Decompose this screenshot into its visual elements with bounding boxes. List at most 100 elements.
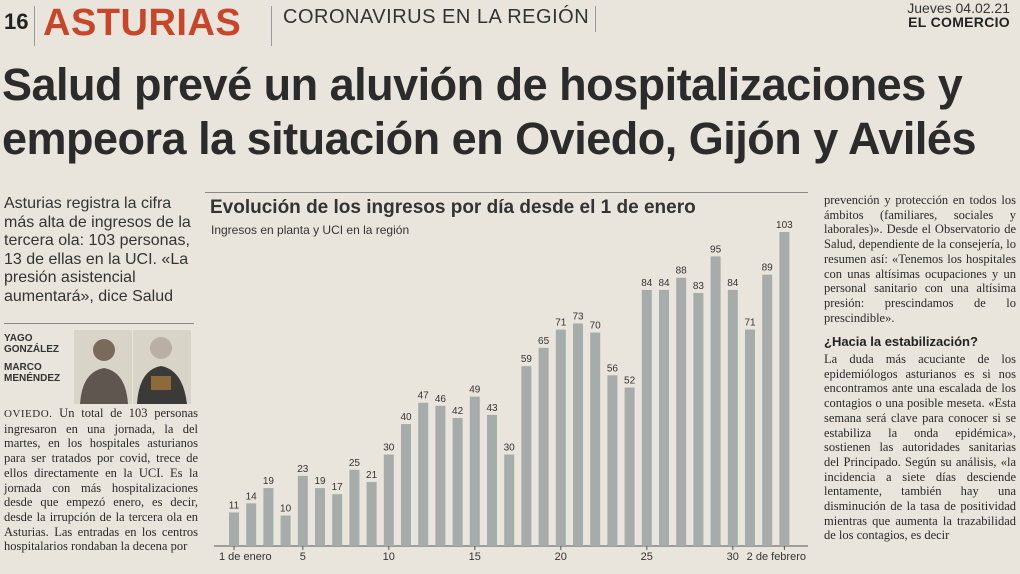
bar-value-label: 10: [280, 504, 292, 515]
bar-value-label: 84: [658, 278, 670, 289]
x-tick-label: 15: [469, 551, 481, 563]
bar: [383, 454, 394, 546]
bar: [555, 329, 566, 546]
bar: [297, 475, 308, 546]
bar: [590, 332, 601, 546]
bar: [401, 424, 411, 546]
bar: [435, 405, 446, 546]
bar-value-label: 11: [229, 500, 240, 511]
bar-value-label: 56: [607, 363, 619, 374]
lead-divider: [4, 323, 194, 324]
bar-value-label: 71: [744, 318, 756, 329]
author-1-last: GONZÁLEZ: [4, 344, 59, 355]
body-paragraph: prevención y protección en todos los ámb…: [824, 193, 1016, 325]
bar: [418, 402, 429, 546]
bar: [676, 277, 687, 546]
x-tick-label: 30: [727, 551, 739, 563]
page-number: 16: [4, 9, 29, 34]
x-tick-label: 20: [555, 551, 567, 563]
bar-value-label: 70: [590, 321, 602, 332]
subsection-title: CORONAVIRUS EN LA REGIÓN: [283, 6, 590, 28]
bar-value-label: 47: [418, 391, 430, 402]
bar-value-label: 17: [332, 482, 344, 493]
bar-value-label: 84: [641, 278, 653, 289]
bar: [487, 414, 497, 546]
bar-value-label: 21: [366, 470, 378, 481]
bar: [452, 417, 463, 546]
bar: [521, 366, 532, 546]
bar-value-label: 19: [263, 476, 275, 487]
bar-value-label: 43: [486, 403, 498, 414]
chart-subtitle: Ingresos en planta y UCI en la región: [211, 223, 410, 237]
bar: [693, 292, 704, 546]
bar-value-label: 83: [693, 281, 705, 292]
bar-value-label: 30: [504, 443, 516, 454]
section-subhead: ¿Hacia la estabilización?: [824, 334, 978, 350]
bar-value-label: 46: [435, 394, 447, 405]
author-2-first: MARCO: [4, 362, 42, 373]
bar: [727, 289, 738, 546]
bar-value-label: 95: [710, 244, 722, 255]
bar-value-label: 40: [400, 412, 412, 423]
header-divider: [595, 6, 596, 32]
article-body-right: prevención y protección en todos los ámb…: [824, 193, 1016, 543]
bar: [659, 289, 669, 546]
issue-date: Jueves 04.02.21: [907, 0, 1010, 16]
section-title: ASTURIAS: [43, 2, 242, 44]
headline-line-2: empeora la situación en Oviedo, Gijón y …: [2, 113, 976, 164]
bar-value-label: 65: [538, 336, 550, 347]
x-tick-label: 5: [300, 551, 306, 563]
author-2-last: MENÉNDEZ: [4, 373, 61, 384]
bar: [624, 387, 635, 546]
bar-value-label: 30: [383, 443, 395, 454]
bar: [762, 274, 773, 546]
bar-value-label: 25: [349, 458, 361, 469]
author-1-first: YAGO: [4, 333, 33, 344]
chart-top-rule: [205, 192, 808, 193]
bar: [315, 488, 325, 546]
bar-value-label: 14: [246, 491, 258, 502]
author-photo: [133, 330, 191, 404]
x-tick-label: 10: [383, 551, 395, 563]
author-photo: [74, 330, 132, 404]
bar: [745, 329, 755, 546]
bar: [280, 515, 291, 546]
newspaper-name: EL COMERCIO: [908, 14, 1010, 30]
bar: [538, 347, 549, 546]
bar-value-label: 59: [521, 354, 533, 365]
bar-value-label: 71: [555, 318, 567, 329]
bar-value-label: 23: [297, 464, 309, 475]
bar: [573, 323, 583, 546]
x-tick-label: 25: [641, 551, 653, 563]
bar-value-label: 73: [572, 311, 584, 322]
bar: [366, 481, 377, 546]
chart-title: Evolución de los ingresos por día desde …: [210, 197, 696, 218]
bar: [641, 289, 652, 546]
bar: [607, 375, 618, 546]
bar-value-label: 49: [469, 385, 481, 396]
x-tick-label: 1 de enero: [219, 551, 272, 563]
bar-value-label: 42: [452, 406, 464, 417]
bar: [349, 469, 360, 546]
bar-value-label: 84: [727, 278, 739, 289]
body-text: Un total de 103 personas ingresaron en u…: [4, 406, 198, 554]
bar: [469, 396, 480, 546]
bar-value-label: 52: [624, 375, 636, 386]
bar: [246, 503, 257, 546]
byline: YAGO GONZÁLEZ MARCO MENÉNDEZ: [4, 333, 60, 384]
bar: [710, 256, 721, 546]
bar-value-label: 103: [776, 220, 793, 231]
article-body-left: OVIEDO. Un total de 103 personas ingresa…: [4, 406, 198, 554]
lead-paragraph: Asturias registra la cifra más alta de i…: [4, 195, 191, 305]
headline: Salud prevé un aluvión de hospitalizacio…: [0, 58, 1020, 166]
bar: [332, 494, 343, 546]
bar: [263, 488, 274, 546]
bar: [504, 454, 515, 546]
bar-value-label: 89: [762, 263, 774, 274]
bar: [779, 232, 790, 546]
body-paragraph: La duda más acuciante de los epidemiólog…: [824, 352, 1016, 543]
bar: [229, 512, 239, 546]
x-tick-label: 2 de febrero: [747, 551, 806, 563]
bar-value-label: 88: [676, 266, 688, 277]
